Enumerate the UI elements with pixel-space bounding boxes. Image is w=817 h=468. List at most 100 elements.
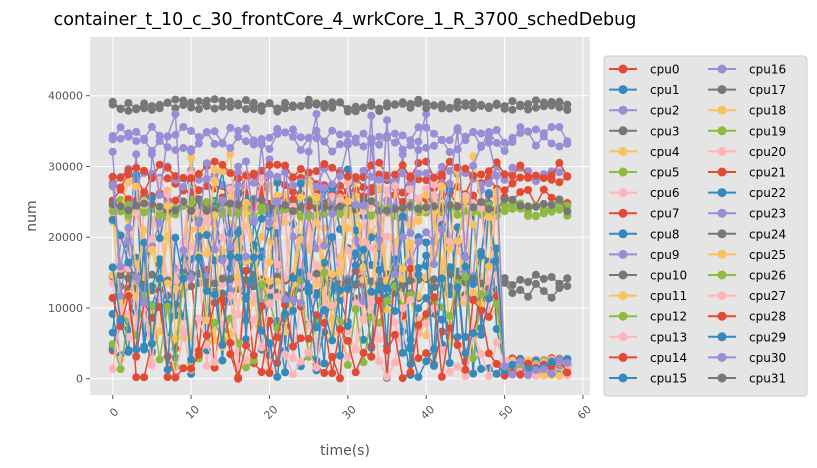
data-point (171, 233, 180, 242)
data-point (367, 101, 376, 110)
data-point (108, 132, 117, 140)
data-point (116, 123, 125, 132)
x-tick-label: 10 (183, 403, 202, 422)
legend-label: cpu11 (650, 289, 687, 303)
data-point (508, 105, 517, 114)
data-point (163, 163, 172, 172)
data-point (547, 171, 556, 180)
data-point (351, 261, 360, 270)
data-point (351, 299, 360, 308)
data-point (132, 373, 141, 382)
data-point (390, 181, 399, 190)
data-point (210, 165, 219, 174)
data-point (163, 279, 172, 288)
data-point (492, 338, 501, 347)
data-point (531, 96, 540, 105)
data-point (422, 109, 431, 118)
data-point (234, 310, 243, 319)
data-point (273, 197, 282, 206)
data-point (179, 123, 188, 131)
data-point (414, 321, 423, 330)
data-point (140, 208, 149, 217)
data-point (555, 158, 564, 167)
data-point (414, 354, 423, 363)
data-point (367, 211, 376, 220)
data-point (187, 364, 196, 373)
legend-item: cpu29 (708, 330, 786, 344)
legend-marker (717, 167, 727, 177)
data-point (500, 207, 509, 216)
data-point (555, 279, 564, 288)
data-point (124, 223, 133, 232)
data-point (249, 140, 258, 149)
data-point (484, 179, 493, 188)
data-point (445, 237, 454, 246)
data-point (328, 209, 337, 218)
data-point (140, 345, 149, 354)
legend-marker (717, 126, 727, 136)
data-point (187, 154, 196, 162)
data-point (477, 198, 486, 206)
data-point (453, 103, 462, 112)
data-point (202, 340, 211, 349)
legend-label: cpu12 (650, 310, 687, 324)
data-point (390, 318, 399, 327)
data-point (226, 338, 235, 347)
data-point (500, 362, 509, 371)
data-point (210, 298, 219, 307)
data-point (202, 217, 211, 226)
data-point (289, 370, 297, 379)
data-point (155, 137, 164, 145)
data-point (351, 102, 360, 111)
data-point (132, 345, 141, 354)
data-point (108, 328, 117, 337)
legend-label: cpu21 (749, 166, 786, 180)
data-point (492, 244, 501, 253)
y-tick-label: 0 (76, 373, 83, 386)
data-point (210, 279, 219, 288)
data-point (289, 132, 297, 141)
data-point (398, 374, 407, 383)
series-cpu31 (108, 95, 572, 114)
data-point (296, 165, 305, 173)
data-point (116, 271, 125, 279)
data-point (398, 264, 407, 273)
legend-label: cpu26 (749, 269, 786, 283)
data-point (296, 268, 305, 277)
data-point (194, 105, 203, 114)
data-point (508, 195, 517, 204)
data-point (242, 137, 250, 146)
data-point (304, 178, 313, 187)
data-point (312, 167, 321, 176)
data-point (383, 296, 391, 305)
data-point (242, 252, 250, 261)
data-point (249, 217, 258, 226)
data-point (492, 126, 501, 134)
data-point (265, 133, 274, 142)
legend-label: cpu19 (749, 124, 786, 138)
data-point (398, 304, 407, 313)
data-point (273, 293, 282, 301)
data-point (202, 316, 211, 325)
legend-label: cpu25 (749, 248, 786, 262)
data-point (383, 284, 391, 293)
data-point (281, 368, 290, 377)
data-point (116, 105, 125, 114)
data-point (383, 116, 391, 125)
legend-item: cpu16 (708, 63, 786, 77)
data-point (218, 280, 227, 289)
data-point (547, 293, 556, 302)
data-point (492, 138, 501, 147)
data-point (492, 300, 501, 309)
data-point (539, 365, 548, 374)
data-point (194, 219, 203, 227)
legend-item: cpu3 (609, 124, 679, 138)
data-point (500, 102, 509, 111)
legend-marker (717, 332, 727, 342)
data-point (328, 301, 337, 310)
data-point (484, 372, 493, 381)
data-point (289, 354, 297, 363)
data-point (281, 295, 290, 304)
data-point (147, 339, 156, 348)
data-point (257, 280, 266, 289)
